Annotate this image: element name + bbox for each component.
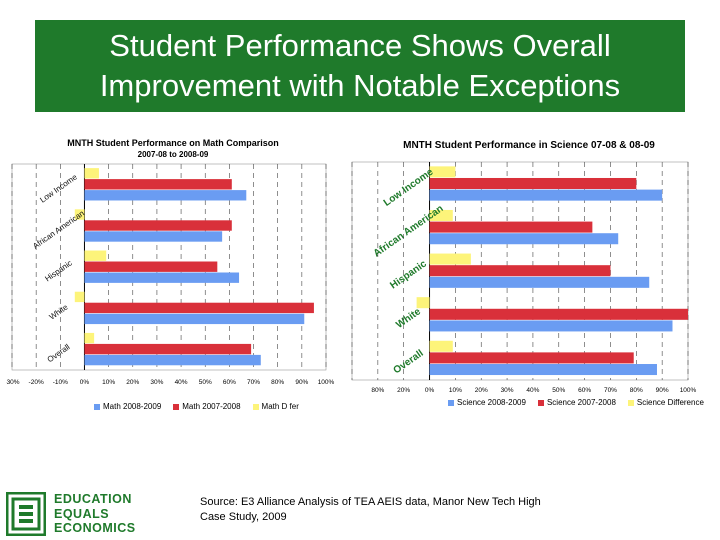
math-chart-title: MNTH Student Performance on Math Compari… — [67, 138, 279, 148]
x-tick-label: 0% — [425, 387, 435, 394]
bar — [84, 332, 95, 344]
x-tick-label: 60% — [578, 387, 591, 394]
legend-label: Math 2007-2008 — [182, 402, 241, 411]
legend-swatch-red — [537, 399, 544, 406]
x-tick-label: 80% — [371, 387, 384, 394]
x-tick-label: 80% — [630, 387, 643, 394]
bar — [429, 233, 619, 245]
bar — [429, 177, 637, 190]
bar — [84, 313, 305, 325]
x-tick-label: 90% — [656, 387, 669, 394]
bar — [84, 354, 261, 366]
x-tick-label: -20% — [29, 379, 44, 386]
science-chart-title: MNTH Student Performance in Science 07-0… — [403, 140, 655, 151]
x-tick-label: 100% — [318, 379, 335, 386]
legend-swatch-red — [173, 403, 180, 410]
bar — [429, 320, 673, 332]
logo-wordmark: EDUCATION EQUALS ECONOMICS — [54, 492, 136, 536]
x-tick-label: 0% — [80, 379, 90, 386]
legend-item: Science 2007-2008 — [537, 398, 616, 407]
x-tick-label: 10% — [449, 387, 462, 394]
x-tick-label: 50% — [199, 379, 212, 386]
math-chart-legend: Math 2008-2009 Math 2007-2008 Math D fer — [94, 402, 299, 411]
math-chart-subtitle: 2007-08 to 2008-09 — [137, 150, 209, 159]
x-tick-label: 30% — [501, 387, 514, 394]
logo-line3: ECONOMICS — [54, 521, 136, 535]
bar — [84, 261, 218, 272]
bar — [429, 276, 650, 288]
bar — [84, 231, 223, 242]
legend-item: Science Difference — [627, 398, 704, 407]
legend-label: Science 2007-2008 — [546, 398, 616, 407]
bar — [429, 364, 657, 376]
x-tick-label: 50% — [552, 387, 565, 394]
bar — [416, 297, 430, 309]
legend-label: Math 2008-2009 — [103, 402, 162, 411]
science-chart-plot: 80% 20% 0% 10% 20% 30% 40% 50% 60% 70% 80% 90% 100%L… — [351, 161, 697, 394]
bar — [84, 250, 107, 261]
legend-label: Science 2008-2009 — [457, 398, 526, 407]
legend-swatch-blue — [448, 399, 454, 406]
x-tick-label: 40% — [526, 387, 539, 394]
bar — [84, 343, 252, 355]
bar — [84, 302, 314, 314]
x-tick-label: 70% — [247, 379, 260, 386]
x-tick-label: -10% — [53, 379, 68, 386]
x-tick-label: 20% — [397, 387, 410, 394]
legend-item: Math 2007-2008 — [173, 402, 241, 411]
bar — [84, 220, 232, 231]
bar — [429, 308, 688, 320]
math-chart: MNTH Student Performance on Math Compari… — [6, 134, 340, 414]
x-tick-label: 100% — [680, 387, 697, 394]
bar — [429, 340, 453, 352]
slide-title-line1: Student Performance Shows Overall — [109, 28, 611, 63]
logo-icon — [6, 492, 46, 536]
source-line2: Case Study, 2009 — [200, 511, 287, 523]
x-tick-label: 20% — [126, 379, 139, 386]
science-chart: MNTH Student Performance in Science 07-0… — [348, 134, 710, 414]
bar — [429, 265, 611, 277]
x-tick-label: 70% — [604, 387, 617, 394]
x-tick-label: 30% — [150, 379, 163, 386]
bar — [84, 190, 247, 201]
math-chart-plot: -30% -20% -10% 0% 10% 20% 30% 40% 50% 60% 70% 80% 90… — [6, 163, 335, 386]
legend-swatch-yellow — [627, 399, 634, 406]
science-chart-legend: Science 2008-2009 Science 2007-2008 Scie… — [448, 398, 704, 407]
bar — [84, 179, 232, 190]
logo-line1: EDUCATION — [54, 492, 132, 506]
bar — [429, 352, 634, 364]
slide-title-line2: Improvement with Notable Exceptions — [99, 68, 621, 103]
logo-line2: EQUALS — [54, 506, 110, 521]
source-note: Source: E3 Alliance Analysis of TEA AEIS… — [200, 495, 620, 525]
legend-item: Math D fer — [252, 402, 299, 411]
x-tick-label: 40% — [175, 379, 188, 386]
bar — [84, 168, 99, 179]
e3-logo: EDUCATION EQUALS ECONOMICS — [6, 492, 146, 538]
legend-item: Math 2008-2009 — [94, 402, 161, 411]
x-tick-label: 20% — [475, 387, 488, 394]
legend-swatch-blue — [94, 403, 100, 410]
x-tick-label: 90% — [295, 379, 308, 386]
bar — [84, 272, 240, 283]
legend-swatch-yellow — [252, 403, 259, 410]
legend-label: Math D fer — [261, 402, 299, 411]
source-line1: Source: E3 Alliance Analysis of TEA AEIS… — [200, 496, 541, 508]
bar — [429, 253, 471, 265]
bar — [429, 166, 456, 178]
bar — [429, 209, 453, 221]
legend-label: Science Difference — [636, 398, 704, 407]
slide-title: Student Performance Shows Overall Improv… — [35, 20, 685, 112]
bar — [429, 221, 593, 233]
x-tick-label: 10% — [102, 379, 115, 386]
bar — [74, 291, 85, 303]
legend-item: Science 2008-2009 — [448, 398, 526, 407]
x-tick-label: 60% — [223, 379, 236, 386]
bar — [74, 209, 85, 220]
x-tick-label: -30% — [6, 379, 20, 386]
x-tick-label: 80% — [271, 379, 284, 386]
bar — [429, 189, 663, 201]
